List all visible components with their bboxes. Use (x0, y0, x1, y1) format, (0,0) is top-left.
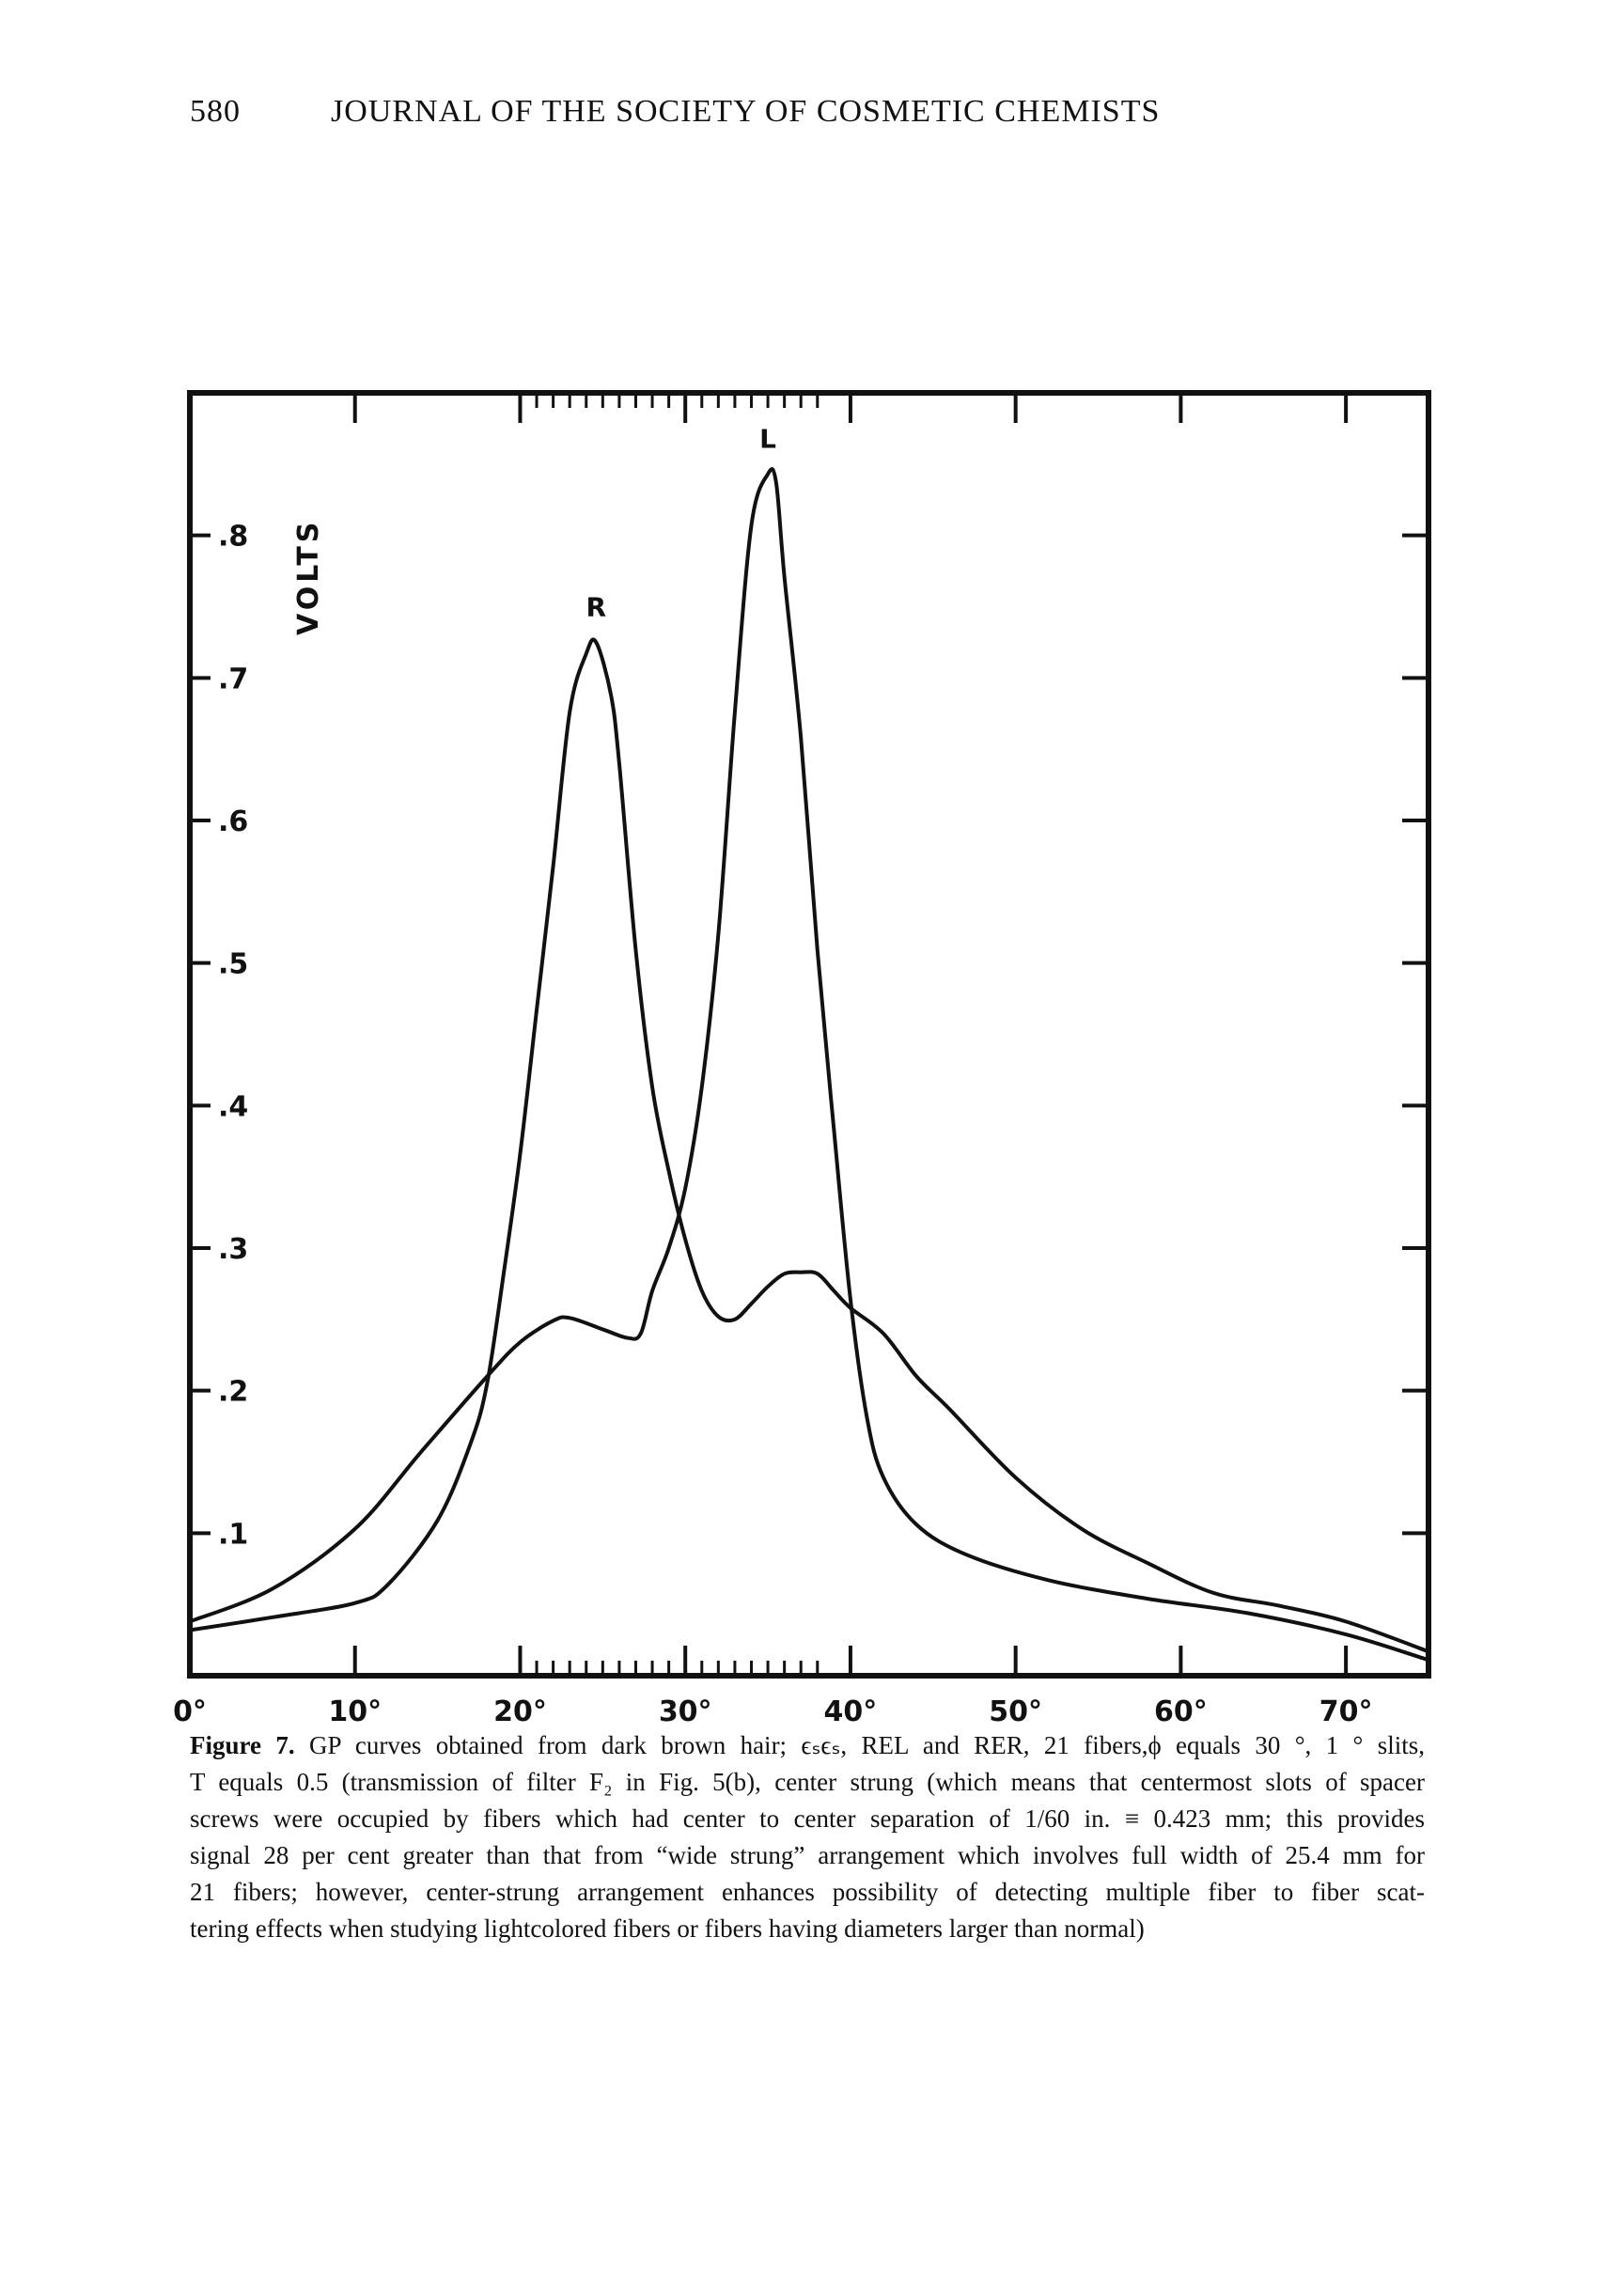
curve-R (189, 637, 1429, 1654)
x-tick-label: 30° (659, 1695, 712, 1728)
caption-line: screws were occupied by fibers which had… (190, 1804, 1425, 1833)
page-number: 580 (190, 94, 241, 129)
x-tick-label: 0° (173, 1695, 207, 1728)
running-header: 580 JOURNAL OF THE SOCIETY OF COSMETIC CH… (190, 94, 1160, 130)
y-tick-label: .7 (218, 663, 248, 695)
x-tick-label: 70° (1319, 1695, 1373, 1728)
y-tick-label: .2 (218, 1376, 248, 1409)
curve-L (189, 467, 1429, 1663)
caption-line: Figure 7. GP curves obtained from dark b… (190, 1727, 1425, 1764)
plot-frame (187, 390, 1431, 1679)
caption-line: signal 28 per cent greater than that fro… (190, 1841, 1425, 1869)
x-tick-label: 40° (824, 1695, 878, 1728)
y-tick-label: .3 (218, 1233, 248, 1266)
peak-label-L: L (759, 423, 776, 454)
y-axis-label: VOLTS (292, 519, 325, 635)
journal-title: JOURNAL OF THE SOCIETY OF COSMETIC CHEMI… (331, 94, 1161, 129)
figure-label: Figure 7. (190, 1731, 295, 1759)
y-tick-label: .6 (218, 805, 248, 838)
x-tick-label: 60° (1154, 1695, 1208, 1728)
y-tick-label: .4 (218, 1090, 248, 1123)
x-tick-label: 50° (989, 1695, 1042, 1728)
caption-line: 21 fibers; however, center-strung arrang… (190, 1878, 1425, 1906)
y-tick-label: .5 (218, 948, 248, 981)
x-tick-label: 20° (493, 1695, 547, 1728)
figure-caption: Figure 7. GP curves obtained from dark b… (190, 1727, 1425, 1947)
x-tick-label: 10° (328, 1695, 382, 1728)
caption-line: tering effects when studying lightcolore… (190, 1914, 1145, 1943)
peak-label-R: R (586, 591, 607, 622)
y-tick-label: .8 (218, 521, 248, 554)
caption-text: GP curves obtained from dark brown hair;… (294, 1731, 1425, 1759)
y-tick-label: .1 (218, 1518, 248, 1551)
caption-line: T equals 0.5 (transmission of filter F₂ … (190, 1768, 1425, 1796)
figure-7-chart: 0° 10° 20° 30° 40° 50° 60° 70°.1.2.3.4.5.6.7.8 … (173, 390, 1431, 1728)
